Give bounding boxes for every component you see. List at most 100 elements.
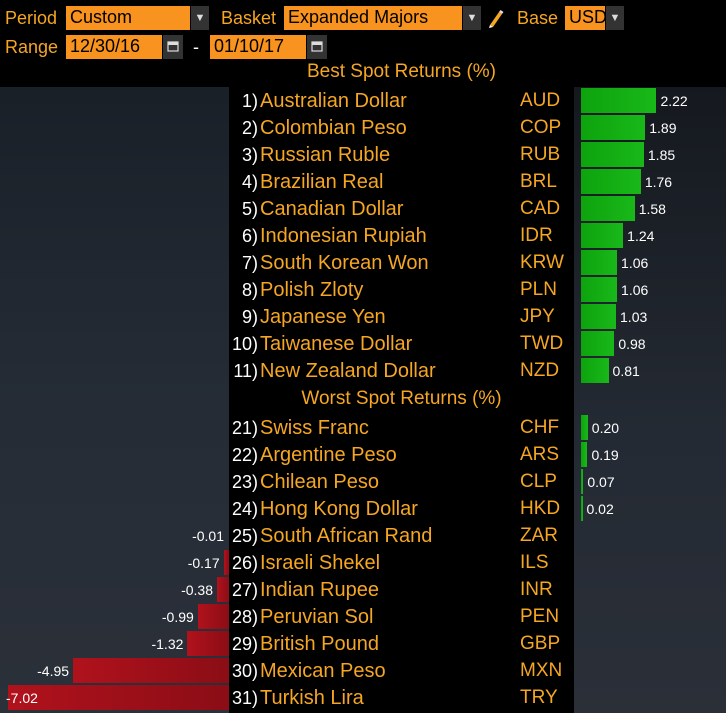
bar-value-label: -1.32 [151, 635, 184, 652]
currency-name[interactable]: Turkish Lira [260, 686, 364, 709]
basket-select[interactable]: Expanded Majors [284, 6, 462, 30]
bar-value-label: 1.76 [644, 173, 673, 190]
positive-bar [581, 358, 609, 383]
currency-name[interactable]: Swiss Franc [260, 416, 369, 439]
base-dropdown-arrow-icon[interactable]: ▼ [606, 6, 624, 30]
rank-label: 23) [231, 471, 258, 492]
currency-code: MXN [520, 659, 563, 681]
negative-bar-area [0, 87, 229, 713]
bar-value-label: 1.03 [620, 308, 648, 325]
period-dropdown-arrow-icon[interactable]: ▼ [191, 6, 209, 30]
currency-name[interactable]: Peruvian Sol [260, 605, 374, 628]
positive-bar [581, 196, 635, 221]
bar-value-label: 1.85 [647, 146, 676, 163]
period-label: Period [5, 8, 58, 28]
positive-bar [581, 496, 583, 521]
currency-code: HKD [520, 497, 561, 519]
currency-name[interactable]: Colombian Peso [260, 116, 407, 139]
currency-code: INR [520, 578, 553, 600]
worst-returns-title: Worst Spot Returns (%) [301, 388, 502, 409]
currency-name[interactable]: Japanese Yen [260, 305, 386, 328]
basket-label: Basket [221, 8, 277, 28]
currency-name[interactable]: New Zealand Dollar [260, 359, 436, 382]
currency-code: IDR [520, 224, 553, 246]
positive-bar [581, 442, 588, 467]
currency-code: NZD [520, 359, 560, 381]
best-returns-title: Best Spot Returns (%) [306, 61, 497, 82]
calendar-end-icon[interactable] [307, 35, 327, 59]
rank-label: 1) [241, 90, 258, 111]
bar-value-label: 2.22 [660, 92, 688, 109]
currency-code: COP [520, 116, 562, 138]
rank-label: 26) [231, 552, 258, 573]
currency-code: CHF [520, 416, 560, 438]
rank-label: 3) [241, 144, 258, 165]
range-label: Range [5, 37, 59, 57]
currency-name[interactable]: Argentine Peso [260, 443, 397, 466]
rank-label: 5) [241, 198, 258, 219]
range-separator: - [193, 37, 199, 57]
bar-value-label: 1.58 [638, 200, 666, 217]
negative-bar [223, 550, 229, 575]
positive-bar [581, 469, 584, 494]
calendar-start-icon[interactable] [163, 35, 183, 59]
currency-name[interactable]: British Pound [260, 632, 379, 655]
positive-bar [581, 142, 644, 167]
positive-bar [581, 169, 641, 194]
currency-code: JPY [520, 305, 555, 327]
rank-label: 24) [231, 498, 258, 519]
rank-label: 8) [241, 279, 258, 300]
currency-name[interactable]: Chilean Peso [260, 470, 379, 493]
currency-name[interactable]: Indonesian Rupiah [260, 224, 427, 247]
currency-name[interactable]: Russian Ruble [260, 143, 391, 166]
negative-bar [197, 604, 229, 629]
positive-bar [581, 331, 615, 356]
rank-label: 21) [231, 417, 258, 438]
rank-label: 2) [241, 117, 258, 138]
negative-bar [187, 631, 229, 656]
bar-value-label: -0.38 [181, 581, 214, 598]
rank-label: 29) [231, 633, 258, 654]
bar-value-label: 1.24 [627, 227, 655, 244]
currency-code: CAD [520, 197, 561, 219]
currency-name[interactable]: South African Rand [260, 524, 433, 547]
currency-code: GBP [520, 632, 561, 654]
base-label: Base [517, 8, 559, 28]
currency-name[interactable]: Mexican Peso [260, 659, 386, 682]
currency-name[interactable]: Canadian Dollar [260, 197, 404, 220]
currency-name[interactable]: Brazilian Real [260, 170, 384, 193]
currency-code: ILS [520, 551, 549, 573]
currency-code: KRW [520, 251, 564, 273]
rank-label: 10) [231, 333, 258, 354]
negative-bar [217, 577, 229, 602]
rank-label: 11) [233, 360, 258, 381]
currency-code: TWD [520, 332, 564, 354]
positive-bar [581, 277, 618, 302]
bar-value-label: 1.06 [621, 281, 649, 298]
range-end-input[interactable]: 01/10/17 [210, 35, 306, 59]
currency-name[interactable]: Polish Zloty [260, 278, 364, 301]
currency-name[interactable]: South Korean Won [260, 251, 429, 274]
positive-bar [581, 223, 624, 248]
currency-code: RUB [520, 143, 561, 165]
currency-code: BRL [520, 170, 557, 192]
rank-label: 31) [231, 687, 258, 708]
rank-label: 28) [231, 606, 258, 627]
currency-code: CLP [520, 470, 557, 492]
bar-value-label: 0.98 [618, 335, 646, 352]
range-start-input[interactable]: 12/30/16 [66, 35, 162, 59]
currency-name[interactable]: Hong Kong Dollar [260, 497, 418, 520]
bar-value-label: 0.20 [591, 419, 620, 436]
pencil-icon[interactable] [484, 6, 506, 30]
base-currency-select[interactable]: USD [565, 6, 607, 30]
bar-value-label: -0.99 [161, 608, 194, 625]
bar-value-label: 1.89 [649, 119, 677, 136]
currency-name[interactable]: Indian Rupee [260, 578, 379, 601]
currency-name[interactable]: Taiwanese Dollar [260, 332, 413, 355]
basket-dropdown-arrow-icon[interactable]: ▼ [463, 6, 481, 30]
rank-label: 25) [231, 525, 258, 546]
bar-value-label: -4.95 [37, 662, 70, 679]
currency-name[interactable]: Australian Dollar [260, 89, 407, 112]
currency-name[interactable]: Israeli Shekel [260, 551, 381, 574]
period-select[interactable]: Custom [66, 6, 190, 30]
